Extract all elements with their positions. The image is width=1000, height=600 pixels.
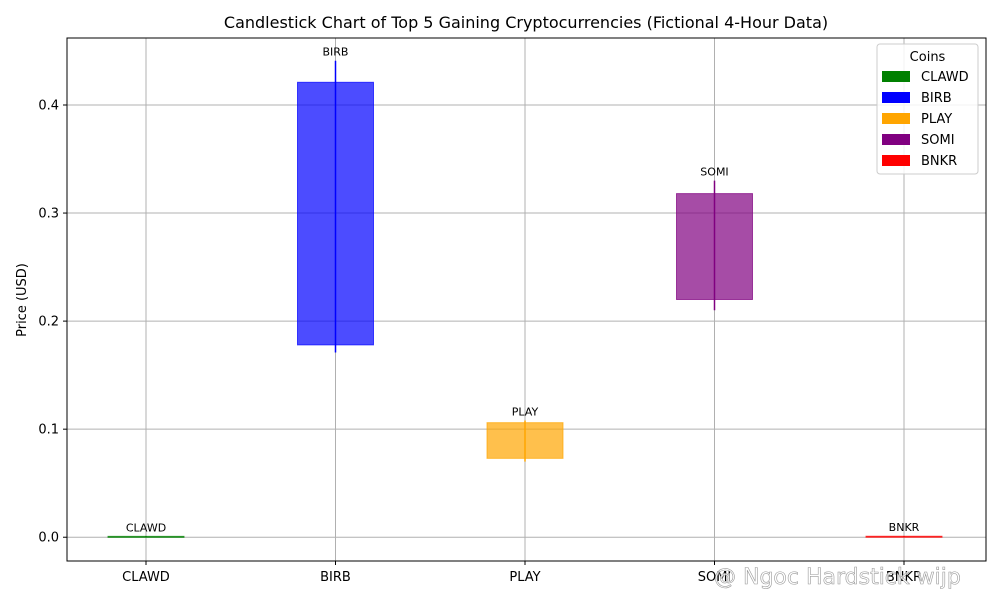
legend: Coins CLAWD BIRB PLAY SOMI BNKR [876, 43, 979, 175]
legend-title: Coins [910, 50, 946, 65]
y-tick-label: 0.3 [38, 207, 59, 222]
legend-swatch-birb [882, 92, 910, 103]
x-tick-label: CLAWD [122, 570, 170, 585]
legend-swatch-bnkr [882, 155, 910, 166]
plot-area: CLAWD BIRB PLAY SOMI BNKR 0.0 0.1 0.2 0.3 0.4 CLAW… [38, 37, 987, 585]
x-tick-label: SOMI [698, 570, 732, 585]
y-axis-label: Price (USD) [15, 263, 30, 337]
candle-label-birb: BIRB [323, 46, 349, 59]
legend-label-play: PLAY [921, 112, 952, 127]
legend-label-clawd: CLAWD [921, 70, 969, 85]
y-tick-label: 0.4 [38, 98, 59, 113]
candle-label-play: PLAY [512, 406, 539, 419]
legend-label-bnkr: BNKR [921, 154, 957, 169]
candle-label-clawd: CLAWD [126, 521, 166, 534]
candle-label-somi: SOMI [700, 166, 728, 179]
legend-swatch-somi [882, 134, 910, 145]
watermark: @ Ngoc Hardstick wijp [714, 565, 961, 590]
legend-label-birb: BIRB [921, 91, 952, 106]
y-tick-label: 0.1 [38, 423, 59, 438]
legend-label-somi: SOMI [921, 133, 955, 148]
legend-swatch-clawd [882, 71, 910, 82]
x-tick-label: BIRB [320, 570, 351, 585]
candle-label-bnkr: BNKR [889, 521, 920, 534]
chart-title: Candlestick Chart of Top 5 Gaining Crypt… [224, 13, 828, 32]
legend-swatch-play [882, 113, 910, 124]
x-tick-label: BNKR [886, 570, 922, 585]
x-tick-label: PLAY [509, 570, 540, 585]
plot-frame [66, 37, 987, 562]
y-tick-label: 0.0 [38, 531, 59, 546]
y-tick-label: 0.2 [38, 315, 59, 330]
